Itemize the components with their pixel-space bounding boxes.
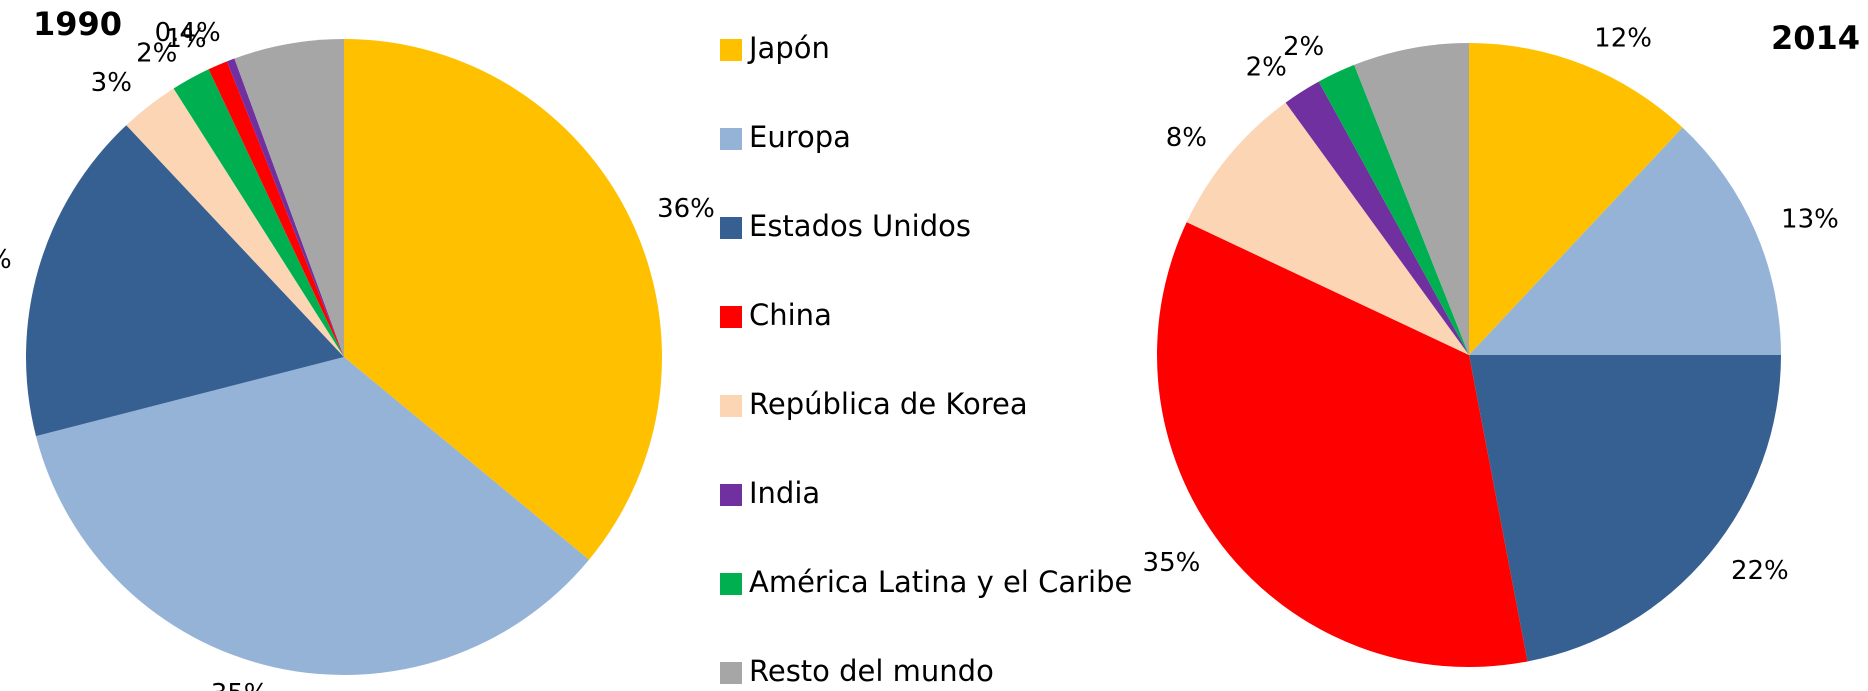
data-label: 17% — [0, 245, 12, 275]
data-label: 12% — [1594, 23, 1652, 53]
data-label: 1% — [165, 24, 206, 54]
legend-label: República de Korea — [749, 387, 1028, 421]
legend-label: Resto del mundo — [749, 654, 994, 688]
legend-label: India — [749, 476, 820, 510]
pie-slice — [1354, 43, 1469, 355]
pie-slice — [35, 357, 590, 675]
legend-swatch — [720, 39, 742, 61]
legend-label: China — [749, 298, 832, 332]
legend-label: Europa — [749, 120, 851, 154]
data-label: 2% — [1246, 52, 1287, 82]
data-label: 0.4% — [155, 18, 221, 48]
legend-swatch — [720, 484, 742, 506]
pie-slice — [1186, 102, 1469, 355]
pie-slice — [26, 125, 345, 437]
data-label: 22% — [1731, 556, 1789, 586]
data-label: 35% — [1143, 548, 1201, 578]
data-label: 8% — [1166, 123, 1207, 153]
pie-slice — [208, 61, 344, 357]
pie-slice — [1469, 355, 1781, 662]
legend-swatch — [720, 395, 742, 417]
chart-title: 1990 — [33, 5, 122, 43]
legend-swatch — [720, 662, 742, 684]
pie-slice — [226, 58, 344, 357]
legend-label: América Latina y el Caribe — [749, 565, 1132, 599]
legend-label: Estados Unidos — [749, 209, 971, 243]
pie-slice — [234, 39, 344, 357]
data-label: 2% — [1283, 32, 1324, 62]
data-label: 2% — [136, 38, 177, 68]
data-label: 36% — [657, 194, 715, 224]
pie-slice — [344, 39, 662, 560]
pie-slice — [173, 69, 344, 357]
legend-swatch — [720, 573, 742, 595]
legend-swatch — [720, 306, 742, 328]
pie-slice — [1469, 127, 1781, 355]
pie-slice — [1318, 64, 1469, 356]
pie-slice — [126, 88, 344, 357]
legend-swatch — [720, 217, 742, 239]
chart-title: 2014 — [1771, 19, 1860, 57]
legend-swatch — [720, 128, 742, 150]
data-label: 35% — [211, 679, 269, 691]
pie-slice — [1469, 43, 1683, 355]
data-label: 3% — [91, 68, 132, 98]
data-label: 13% — [1781, 204, 1839, 234]
legend-label: Japón — [747, 31, 830, 65]
pie-slice — [1156, 222, 1528, 668]
pie-slice — [1285, 81, 1469, 355]
